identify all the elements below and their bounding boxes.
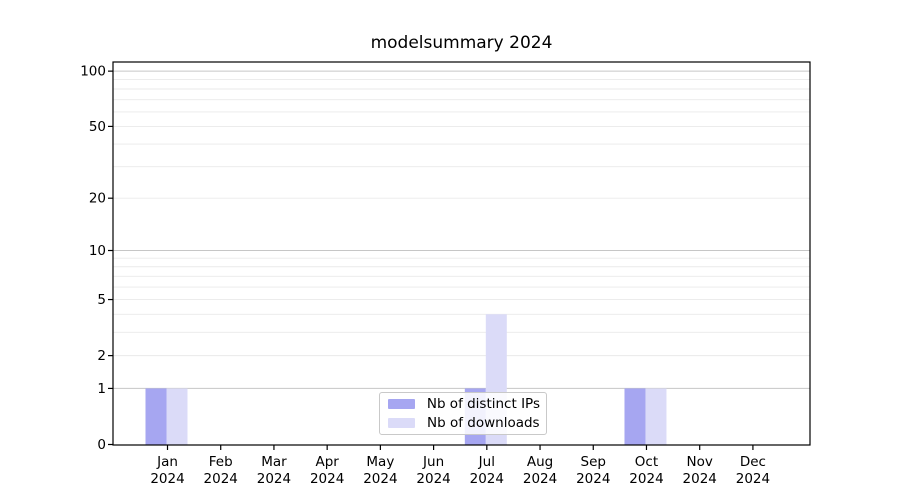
x-tick-label-year: 2024 xyxy=(150,471,184,487)
bar-oct-downloads xyxy=(645,388,667,445)
x-tick-label-month: Nov xyxy=(687,454,713,470)
y-tick-label: 10 xyxy=(89,243,106,259)
x-tick-label-month: Apr xyxy=(315,454,339,470)
bar-jan-downloads xyxy=(166,388,188,445)
x-tick-label-year: 2024 xyxy=(363,471,397,487)
bar-jan-distinct-ips xyxy=(145,388,167,445)
x-tick-label-month: Sep xyxy=(581,454,606,470)
x-tick-label-month: Jul xyxy=(478,454,495,470)
x-tick-label-month: Jun xyxy=(422,454,444,470)
legend-swatch-downloads xyxy=(388,418,415,428)
legend-item-downloads: Nb of downloads xyxy=(388,415,540,431)
legend-swatch-distinct-ips xyxy=(388,399,415,409)
x-tick-label-year: 2024 xyxy=(310,471,344,487)
x-tick-label-month: Mar xyxy=(261,454,287,470)
y-tick-label: 2 xyxy=(97,348,106,364)
x-tick-label-year: 2024 xyxy=(576,471,610,487)
y-tick-label: 0 xyxy=(97,437,106,453)
chart-title: modelsummary 2024 xyxy=(370,33,553,53)
legend: Nb of distinct IPs Nb of downloads xyxy=(379,392,547,435)
y-tick-label: 20 xyxy=(89,191,106,207)
y-tick-label: 1 xyxy=(97,381,106,397)
x-tick-label-month: May xyxy=(366,454,394,470)
x-tick-label-month: Jan xyxy=(156,454,178,470)
legend-item-distinct-ips: Nb of distinct IPs xyxy=(388,396,540,412)
x-tick-label-year: 2024 xyxy=(470,471,504,487)
x-tick-label-year: 2024 xyxy=(257,471,291,487)
plot-border xyxy=(112,61,811,446)
x-tick-label-year: 2024 xyxy=(683,471,717,487)
bar-oct-distinct-ips xyxy=(624,388,646,445)
x-tick-label-year: 2024 xyxy=(523,471,557,487)
x-tick-label-month: Aug xyxy=(527,454,553,470)
legend-label-distinct-ips: Nb of distinct IPs xyxy=(426,396,540,412)
y-tick-label: 50 xyxy=(89,119,106,135)
x-tick-label-month: Oct xyxy=(635,454,658,470)
x-tick-label-month: Dec xyxy=(740,454,766,470)
x-tick-label-year: 2024 xyxy=(629,471,663,487)
legend-label-downloads: Nb of downloads xyxy=(427,415,540,431)
x-tick-label-year: 2024 xyxy=(736,471,770,487)
y-tick-label: 5 xyxy=(97,292,106,308)
x-tick-label-month: Feb xyxy=(209,454,233,470)
x-tick-label-year: 2024 xyxy=(204,471,238,487)
x-tick-label-year: 2024 xyxy=(416,471,450,487)
y-tick-label: 100 xyxy=(80,64,106,80)
